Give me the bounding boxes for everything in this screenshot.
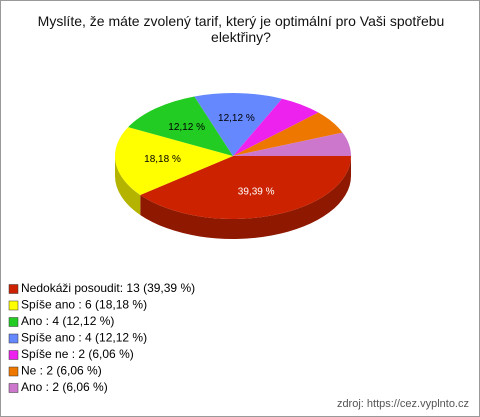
legend-label: Nedokáži posoudit: 13 (39,39 %) xyxy=(21,281,195,295)
data-label: 39,39 % xyxy=(238,186,275,197)
chart-title: Myslíte, že máte zvolený tarif, který je… xyxy=(37,13,445,45)
legend-label: Spíše ano : 4 (12,12 %) xyxy=(21,331,147,345)
data-label: 18,18 % xyxy=(144,154,181,165)
slice xyxy=(128,96,233,156)
legend-label: Ano : 4 (12,12 %) xyxy=(21,314,114,328)
legend-swatch xyxy=(8,317,19,327)
legend-label: Spíše ne : 2 (6,06 %) xyxy=(21,347,134,361)
legend-swatch xyxy=(8,383,19,393)
legend-swatch xyxy=(8,300,19,311)
legend-label: Ne : 2 (6,06 %) xyxy=(21,364,102,378)
legend-swatch xyxy=(8,366,19,377)
slice-side xyxy=(115,156,141,215)
data-label: 12,12 % xyxy=(218,113,255,124)
slice xyxy=(233,98,319,156)
source-note: zdroj: https://cez.vyplnto.cz xyxy=(336,398,469,410)
slice xyxy=(194,93,283,156)
legend-label: Ano : 2 (6,06 %) xyxy=(21,380,108,394)
slice xyxy=(140,156,351,219)
legend-swatch xyxy=(8,333,19,344)
slice xyxy=(233,112,343,156)
data-label: 12,12 % xyxy=(168,122,205,133)
legend-swatch xyxy=(8,284,19,294)
legend-label: Spíše ano : 6 (18,18 %) xyxy=(21,298,147,312)
slice xyxy=(114,127,233,195)
slice-side xyxy=(140,156,351,240)
legend-swatch xyxy=(8,350,19,360)
slice xyxy=(233,132,351,156)
